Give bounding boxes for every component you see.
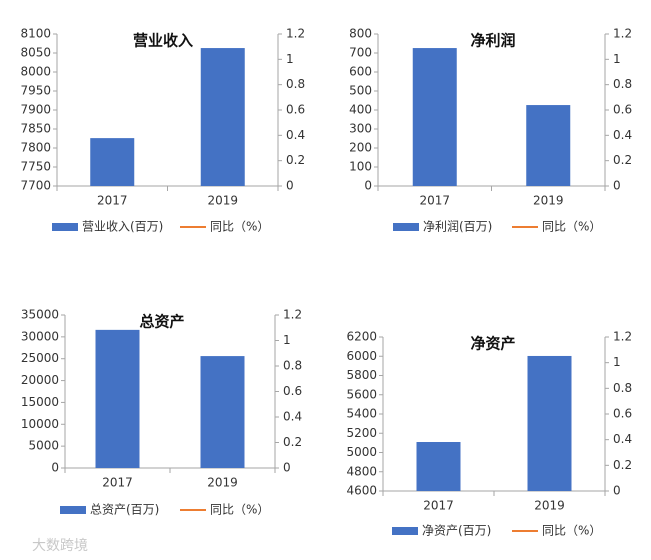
chart-title: 总资产 (139, 313, 184, 331)
bar (95, 329, 140, 468)
y2-tick-label: 1 (283, 333, 291, 347)
x-tick-label: 2019 (207, 476, 238, 490)
legend-swatch (52, 223, 78, 231)
y-tick-label: 4800 (346, 464, 377, 478)
y2-tick-label: 1 (613, 355, 621, 369)
y2-tick-label: 0.4 (613, 128, 632, 142)
legend-label: 同比（%） (210, 220, 269, 234)
y2-tick-label: 0.4 (283, 410, 302, 424)
bar (527, 355, 572, 491)
y-tick-label: 15000 (21, 395, 59, 409)
legend-label: 营业收入(百万) (82, 220, 163, 234)
y2-tick-label: 0 (613, 484, 621, 498)
legend-label: 净资产(百万) (422, 524, 491, 538)
x-tick-label: 2017 (102, 476, 133, 490)
y-tick-label: 7900 (20, 103, 51, 117)
y-tick-label: 25000 (21, 351, 59, 365)
y2-tick-label: 0.4 (286, 128, 305, 142)
y2-tick-label: 0.6 (283, 384, 302, 398)
legend-label: 同比（%） (542, 524, 601, 538)
y-tick-label: 200 (349, 141, 372, 155)
y2-tick-label: 0 (283, 461, 291, 475)
y2-tick-label: 0.8 (286, 77, 305, 91)
y2-tick-label: 0.8 (613, 77, 632, 91)
x-tick-label: 2019 (533, 194, 564, 208)
legend-label: 同比（%） (210, 503, 269, 517)
y-tick-label: 5200 (346, 426, 377, 440)
y2-tick-label: 0.6 (613, 103, 632, 117)
y-tick-label: 10000 (21, 417, 59, 431)
bar (200, 48, 245, 187)
y-tick-label: 7850 (20, 122, 51, 136)
x-tick-label: 2017 (97, 194, 128, 208)
y-tick-label: 7750 (20, 160, 51, 174)
y-tick-label: 5400 (346, 407, 377, 421)
bar (200, 356, 245, 468)
y-tick-label: 100 (349, 160, 372, 174)
y2-tick-label: 1.2 (283, 308, 302, 322)
y-tick-label: 500 (349, 84, 372, 98)
y2-tick-label: 0 (286, 179, 294, 193)
y-tick-label: 300 (349, 122, 372, 136)
x-tick-label: 2017 (423, 499, 454, 513)
y-tick-label: 35000 (21, 308, 59, 322)
y-tick-label: 600 (349, 65, 372, 79)
y-tick-label: 8100 (20, 27, 51, 41)
chart-title: 净利润 (470, 32, 515, 50)
y-tick-label: 0 (51, 461, 59, 475)
legend-label: 同比（%） (542, 220, 601, 234)
y2-tick-label: 1 (286, 52, 294, 66)
y2-tick-label: 0.6 (613, 407, 632, 421)
y-tick-label: 8000 (20, 65, 51, 79)
y-tick-label: 5000 (346, 445, 377, 459)
bar (526, 105, 571, 186)
y-tick-label: 0 (364, 179, 372, 193)
x-tick-label: 2017 (419, 194, 450, 208)
bar (90, 138, 135, 186)
y-tick-label: 5800 (346, 368, 377, 382)
chart-title: 净资产 (470, 335, 515, 353)
y-tick-label: 7950 (20, 84, 51, 98)
legend-label: 净利润(百万) (423, 220, 492, 234)
y2-tick-label: 1.2 (613, 27, 632, 41)
y2-tick-label: 0.2 (613, 153, 632, 167)
y-tick-label: 30000 (21, 329, 59, 343)
y2-tick-label: 0.2 (613, 458, 632, 472)
y-tick-label: 6000 (346, 349, 377, 363)
bar (416, 442, 461, 491)
x-tick-label: 2019 (207, 194, 238, 208)
y-tick-label: 4600 (346, 484, 377, 498)
y-tick-label: 7700 (20, 179, 51, 193)
y2-tick-label: 1 (613, 52, 621, 66)
y2-tick-label: 0.8 (613, 381, 632, 395)
y2-tick-label: 0 (613, 179, 621, 193)
y-tick-label: 7800 (20, 141, 51, 155)
bar (412, 48, 457, 187)
y2-tick-label: 0.2 (286, 153, 305, 167)
legend-swatch (393, 223, 419, 231)
y2-tick-label: 0.8 (283, 359, 302, 373)
y-tick-label: 20000 (21, 373, 59, 387)
legend-swatch (392, 527, 418, 535)
y-tick-label: 700 (349, 46, 372, 60)
y2-tick-label: 1.2 (613, 330, 632, 344)
chart-title: 营业收入 (133, 32, 193, 50)
y2-tick-label: 0.4 (613, 432, 632, 446)
y-tick-label: 5600 (346, 387, 377, 401)
watermark: 大数跨境 (32, 538, 88, 554)
y-tick-label: 400 (349, 103, 372, 117)
y-tick-label: 5000 (28, 439, 59, 453)
y2-tick-label: 0.6 (286, 103, 305, 117)
y-tick-label: 6200 (346, 330, 377, 344)
x-tick-label: 2019 (534, 499, 565, 513)
y-tick-label: 800 (349, 27, 372, 41)
y2-tick-label: 0.2 (283, 435, 302, 449)
legend-swatch (60, 506, 86, 514)
y-tick-label: 8050 (20, 46, 51, 60)
y2-tick-label: 1.2 (286, 27, 305, 41)
legend-label: 总资产(百万) (90, 503, 159, 517)
